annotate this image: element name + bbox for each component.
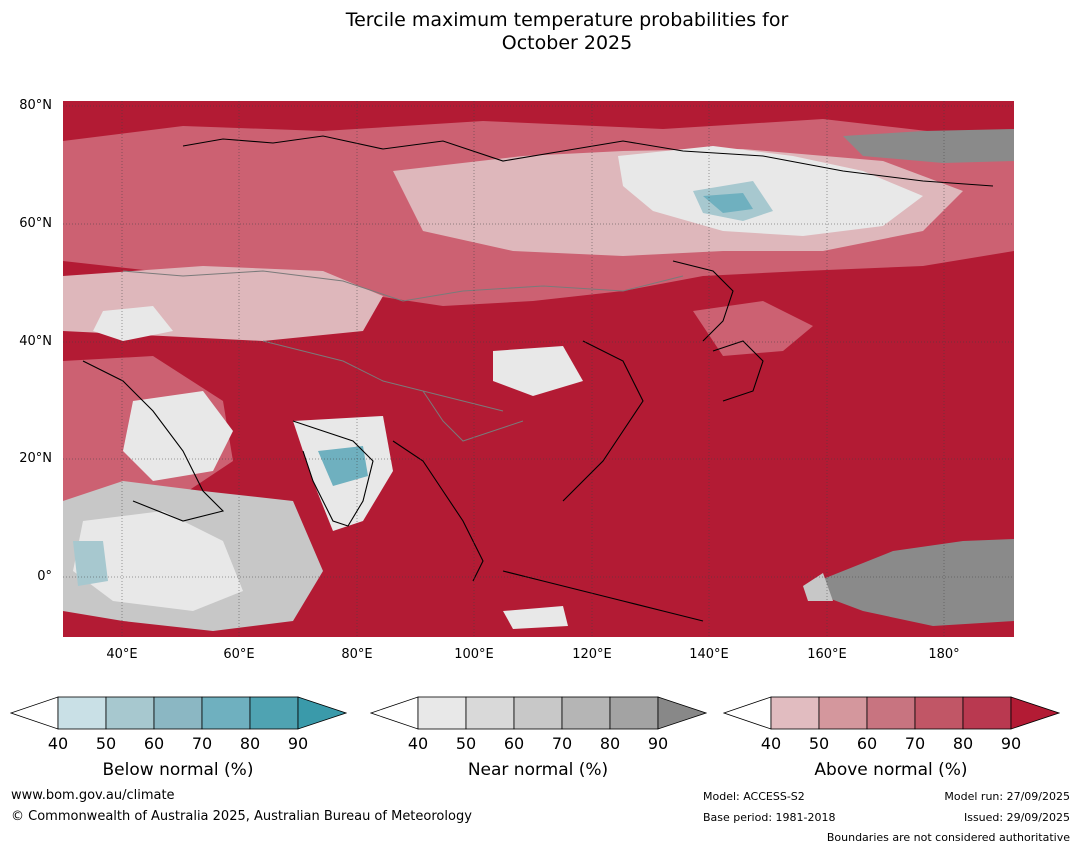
lat-label-20n: 20°N xyxy=(19,451,52,466)
region-pacific-near-60 xyxy=(803,573,833,601)
copyright-text: © Commonwealth of Australia 2025, Austra… xyxy=(11,809,472,824)
colorbar-above-swatch-3 xyxy=(914,696,964,730)
tick-label: 80 xyxy=(239,734,261,753)
colorbar-below-swatch-4 xyxy=(249,696,299,730)
region-africa-below-50 xyxy=(73,541,108,586)
boundaries-disclaimer: Boundaries are not considered authoritat… xyxy=(826,831,1070,844)
colorbar-above-swatch-4 xyxy=(962,696,1012,730)
colorbar-above-swatch-0 xyxy=(770,696,820,730)
title-line-2: October 2025 xyxy=(501,32,633,54)
lon-label-80e: 80°E xyxy=(341,647,373,662)
country-borders xyxy=(122,270,684,442)
colorbar-near-swatch-0 xyxy=(417,696,467,730)
region-arctic-near-80 xyxy=(843,129,1014,163)
title-line-1: Tercile maximum temperature probabilitie… xyxy=(345,9,789,31)
tick-label: 60 xyxy=(503,734,525,753)
lon-label-120e: 120°E xyxy=(572,647,612,662)
colorbar-below-swatch-2 xyxy=(153,696,203,730)
colorbar-near-swatch-4 xyxy=(609,696,659,730)
lat-label-60n: 60°N xyxy=(19,216,52,231)
colorbar-above-swatch-5 xyxy=(1010,696,1060,730)
colorbar-above-swatch-2 xyxy=(866,696,916,730)
colorbar-near-swatch-2 xyxy=(513,696,563,730)
model-name: Model: ACCESS-S2 xyxy=(703,790,805,803)
colorbar-near-swatch-3 xyxy=(561,696,611,730)
tick-label: 90 xyxy=(647,734,669,753)
colorbar-near-label: Near normal (%) xyxy=(467,760,609,780)
colorbar-near xyxy=(370,696,707,730)
tick-label: 60 xyxy=(143,734,165,753)
gridlines xyxy=(63,101,1014,637)
tick-label: 70 xyxy=(551,734,573,753)
colorbar-below-swatch-0 xyxy=(57,696,107,730)
chart-title: Tercile maximum temperature probabilitie… xyxy=(0,9,1081,55)
base-period: Base period: 1981-2018 xyxy=(703,811,836,824)
website-link[interactable]: www.bom.gov.au/climate xyxy=(11,788,175,803)
colorbar-above-label: Above normal (%) xyxy=(814,760,968,780)
lon-label-140e: 140°E xyxy=(689,647,729,662)
tick-label: 60 xyxy=(856,734,878,753)
colorbar-below xyxy=(10,696,347,730)
colorbar-near-swatch-1 xyxy=(465,696,515,730)
tick-label: 90 xyxy=(287,734,309,753)
colorbar-above-swatch-1 xyxy=(818,696,868,730)
lon-label-160e: 160°E xyxy=(807,647,847,662)
lat-label-0: 0° xyxy=(37,569,52,584)
tick-label: 50 xyxy=(455,734,477,753)
lon-label-60e: 60°E xyxy=(223,647,255,662)
colorbar-below-swatch-1 xyxy=(105,696,155,730)
colorbar-below-swatch-3 xyxy=(201,696,251,730)
region-pacific-near-80 xyxy=(818,539,1014,626)
lat-label-40n: 40°N xyxy=(19,334,52,349)
region-maritime-near-40 xyxy=(503,606,568,629)
tick-label: 70 xyxy=(904,734,926,753)
lat-label-80n: 80°N xyxy=(19,98,52,113)
region-siberia-near-40 xyxy=(618,146,923,236)
region-caspian-near-40 xyxy=(93,306,173,341)
tick-label: 70 xyxy=(191,734,213,753)
region-india-below-70 xyxy=(318,446,368,486)
tick-label: 40 xyxy=(760,734,782,753)
model-run-date: Model run: 27/09/2025 xyxy=(944,790,1070,803)
colorbar-near-swatch-5 xyxy=(657,696,707,730)
colorbar-above xyxy=(723,696,1060,730)
tick-label: 50 xyxy=(808,734,830,753)
region-africa-near-40 xyxy=(73,511,243,611)
colorbar-below-label: Below normal (%) xyxy=(102,760,254,780)
tick-label: 80 xyxy=(599,734,621,753)
colorbar-below-swatch-5 xyxy=(297,696,347,730)
tick-label: 90 xyxy=(1000,734,1022,753)
tick-label: 40 xyxy=(407,734,429,753)
region-siberia-below-70 xyxy=(703,193,753,213)
tick-label: 80 xyxy=(952,734,974,753)
region-arabia-near-40 xyxy=(123,391,233,481)
issued-date: Issued: 29/09/2025 xyxy=(963,811,1070,824)
tick-label: 50 xyxy=(95,734,117,753)
lon-label-100e: 100°E xyxy=(454,647,494,662)
tick-label: 40 xyxy=(47,734,69,753)
lon-label-180: 180° xyxy=(928,647,960,662)
region-eastasia-near-40 xyxy=(493,346,583,396)
probability-map xyxy=(63,101,1014,637)
coastlines xyxy=(82,135,994,622)
lon-label-40e: 40°E xyxy=(106,647,138,662)
